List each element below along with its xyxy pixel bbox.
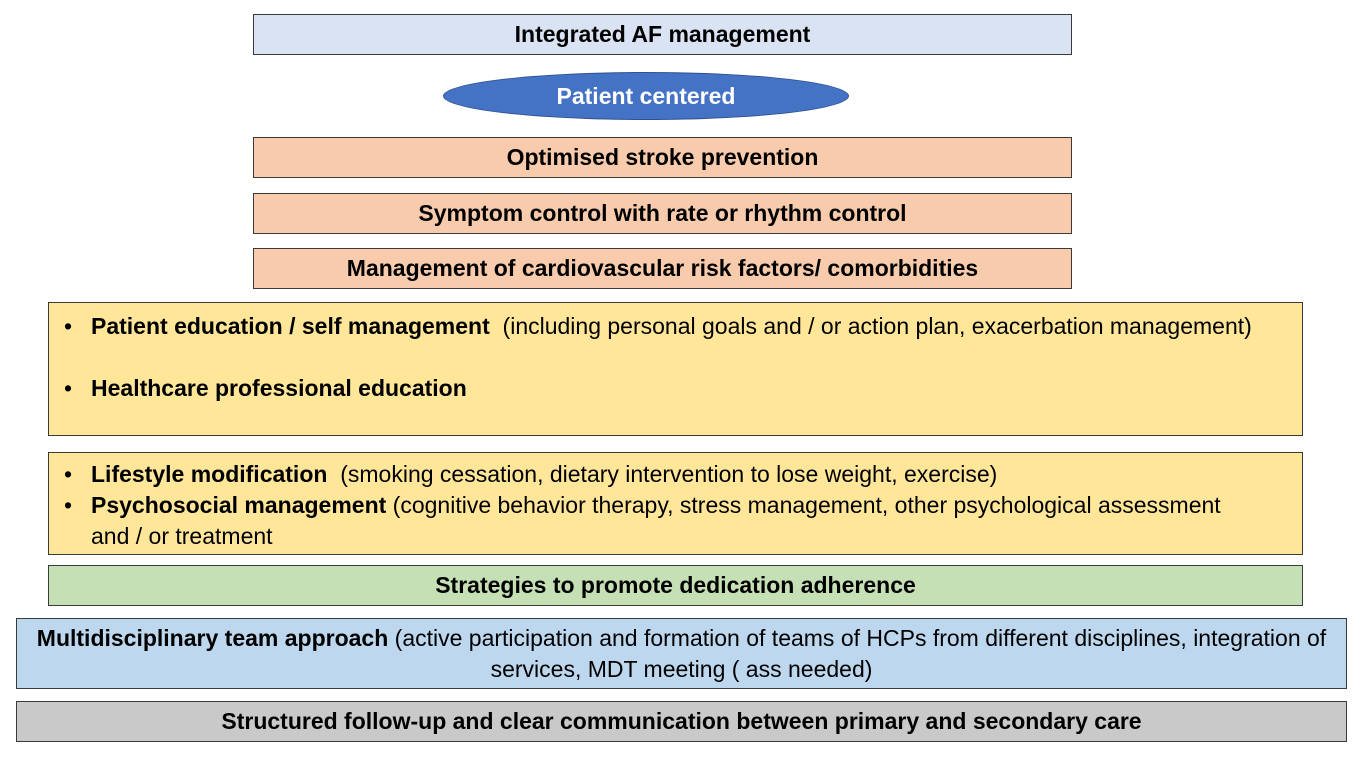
bullet-heading: Healthcare professional education	[91, 375, 467, 401]
title-text: Integrated AF management	[514, 21, 811, 47]
title-box: Integrated AF management	[253, 14, 1072, 55]
stroke-prevention-text: Optimised stroke prevention	[506, 144, 819, 170]
risk-factors-box: Management of cardiovascular risk factor…	[253, 248, 1072, 289]
adherence-text: Strategies to promote dedication adheren…	[435, 572, 916, 598]
education-box: • Patient education / self management (i…	[48, 302, 1303, 436]
followup-text: Structured follow-up and clear communica…	[221, 708, 1142, 734]
patient-centered-text: Patient centered	[556, 82, 736, 109]
bullet-item-psychosocial: • Psychosocial management (cognitive beh…	[61, 490, 1262, 552]
symptom-control-box: Symptom control with rate or rhythm cont…	[253, 193, 1072, 234]
bullet-detail: (cognitive behavior therapy, stress mana…	[91, 492, 1221, 549]
lifestyle-box: • Lifestyle modification (smoking cessat…	[48, 452, 1303, 555]
bullet-heading: Psychosocial management	[91, 492, 387, 518]
bullet-item-professional-education: • Healthcare professional education	[61, 373, 1262, 404]
bullet-heading: Lifestyle modification	[91, 461, 328, 487]
bullet-detail: (including personal goals and / or actio…	[489, 313, 1252, 339]
bullet-dot: •	[64, 313, 73, 339]
bullet-item-lifestyle: • Lifestyle modification (smoking cessat…	[61, 459, 1262, 490]
mdt-detail: (active participation and formation of t…	[388, 625, 1327, 682]
stroke-prevention-box: Optimised stroke prevention	[253, 137, 1072, 178]
symptom-control-text: Symptom control with rate or rhythm cont…	[418, 200, 907, 226]
mdt-box: Multidisciplinary team approach (active …	[16, 618, 1347, 689]
bullet-heading: Patient education / self management	[91, 313, 490, 339]
mdt-heading: Multidisciplinary team approach	[36, 625, 389, 651]
bullet-detail: (smoking cessation, dietary intervention…	[327, 461, 998, 487]
risk-factors-text: Management of cardiovascular risk factor…	[346, 255, 979, 281]
bullet-dot: •	[64, 461, 73, 487]
patient-centered-oval: Patient centered	[443, 72, 849, 120]
bullet-item-patient-education: • Patient education / self management (i…	[61, 311, 1262, 342]
followup-box: Structured follow-up and clear communica…	[16, 701, 1347, 742]
adherence-box: Strategies to promote dedication adheren…	[48, 565, 1303, 606]
bullet-dot: •	[64, 492, 73, 518]
bullet-dot: •	[64, 375, 73, 401]
